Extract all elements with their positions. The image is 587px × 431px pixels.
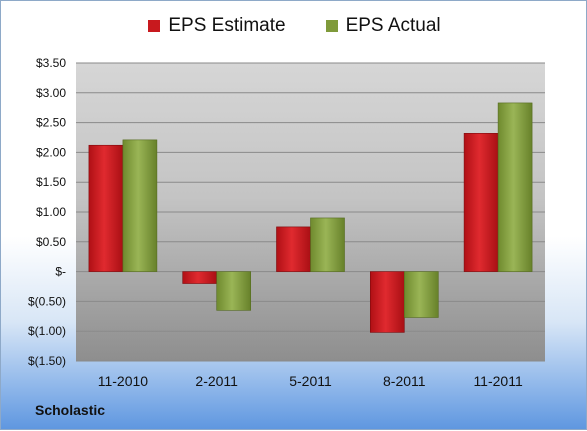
x-tick-label: 2-2011	[195, 373, 238, 389]
y-axis-ticks: $3.50 $3.00 $2.50 $2.00 $1.50 $1.00 $0.50 $- $(0…	[28, 56, 66, 368]
legend: EPS Estimate EPS Actual	[1, 15, 587, 37]
y-tick-label: $3.50	[36, 56, 66, 70]
legend-label-actual: EPS Actual	[345, 15, 441, 36]
company-name: Scholastic	[35, 402, 106, 418]
legend-swatch-actual	[325, 20, 338, 32]
x-tick-label: 5-2011	[289, 373, 332, 389]
legend-swatch-estimate	[148, 20, 161, 32]
bars	[88, 102, 533, 333]
legend-item-estimate: EPS Estimate	[148, 15, 286, 37]
bar-eps-estimate	[276, 226, 311, 272]
legend-item-actual: EPS Actual	[325, 15, 441, 37]
x-axis-ticks: 11-2010 2-2011 5-2011 8-2011 11-2011	[98, 373, 523, 389]
bar-eps-actual	[403, 271, 439, 318]
bar-eps-actual	[122, 139, 158, 272]
x-tick-label: 11-2011	[473, 373, 523, 389]
legend-label-estimate: EPS Estimate	[168, 15, 286, 36]
bar-eps-estimate	[182, 271, 217, 284]
y-tick-label: $2.50	[36, 116, 66, 130]
bar-eps-actual	[216, 271, 251, 311]
x-tick-label: 8-2011	[383, 373, 426, 389]
x-tick-label: 11-2010	[98, 373, 149, 389]
bar-eps-actual	[310, 217, 345, 272]
y-tick-label: $2.00	[36, 145, 66, 159]
y-tick-label: $(1.50)	[28, 354, 66, 368]
bar-eps-estimate	[369, 271, 405, 333]
y-tick-label: $0.50	[36, 235, 66, 249]
bar-eps-estimate	[463, 133, 499, 272]
y-tick-label: $3.00	[36, 86, 66, 100]
bar-eps-actual	[497, 102, 533, 272]
y-tick-label: $(1.00)	[28, 324, 66, 338]
y-tick-label: $(0.50)	[28, 294, 66, 308]
y-tick-label: $-	[55, 265, 66, 279]
y-tick-label: $1.00	[36, 205, 66, 219]
y-tick-label: $1.50	[36, 175, 66, 189]
bar-eps-estimate	[88, 144, 124, 272]
